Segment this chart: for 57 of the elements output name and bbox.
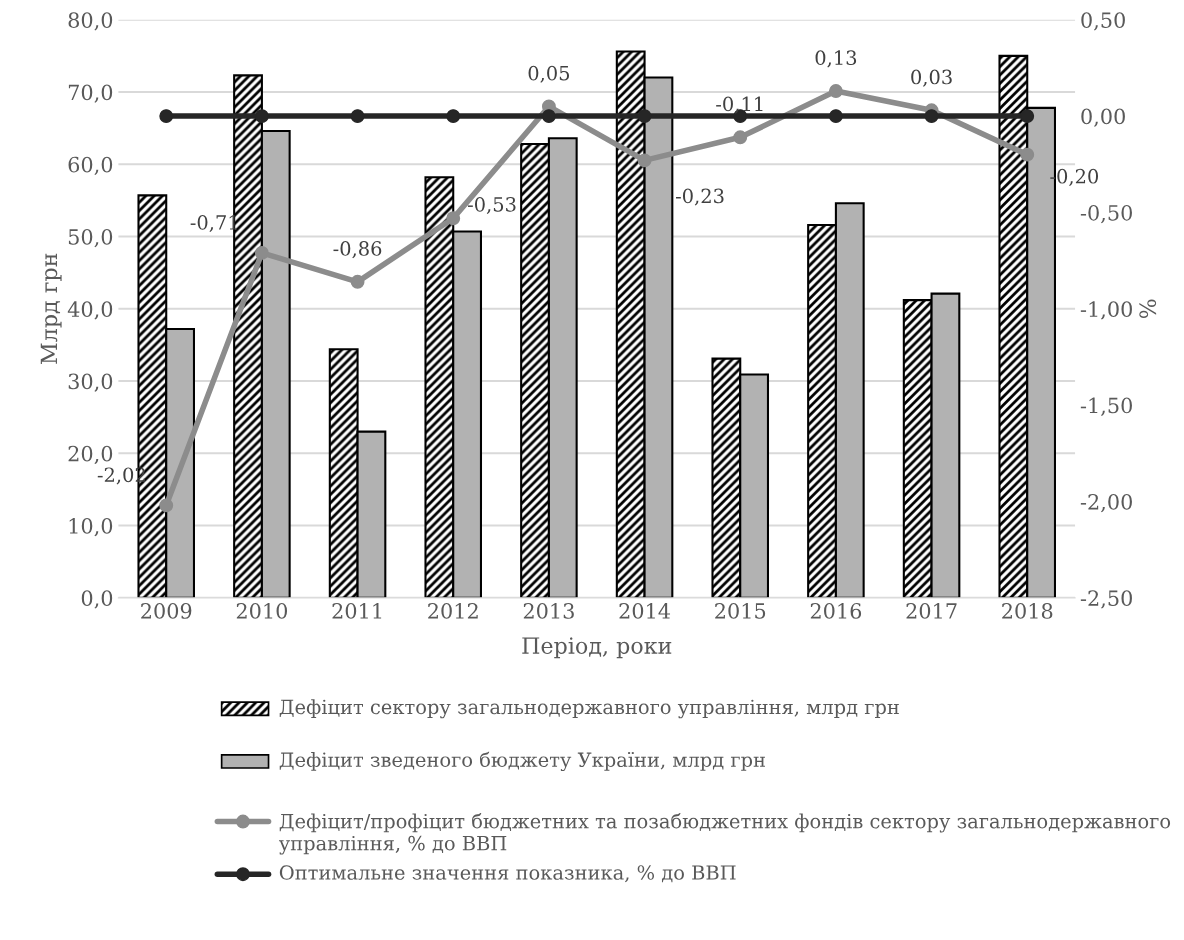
x-tick-label: 2015 (715, 603, 766, 619)
data-label: 0,05 (528, 65, 570, 83)
y-tick-label: 50,0 (68, 228, 113, 248)
y2-tick-label: -2,00 (1080, 493, 1132, 513)
x-tick-label: 2009 (141, 603, 192, 619)
data-label: -0,11 (716, 96, 763, 114)
x-tick-label: 2016 (810, 603, 862, 619)
y-axis-title: Млрд грн (40, 253, 62, 364)
x-tick-label: 2018 (1002, 603, 1053, 619)
point (446, 211, 461, 226)
point (733, 130, 748, 145)
y2-tick-label: -0,50 (1080, 204, 1132, 224)
point (541, 109, 556, 124)
point (637, 153, 652, 168)
point (159, 109, 174, 124)
y-tick-label: 40,0 (67, 301, 113, 320)
point (1020, 109, 1035, 124)
point (350, 274, 365, 289)
legend-label: Дефіцит зведеного бюджету України, млрд грн (279, 751, 765, 772)
data-label: 0,13 (815, 50, 857, 68)
data-label: -0,53 (467, 196, 516, 215)
point (828, 84, 843, 98)
data-label: -0,86 (333, 241, 382, 259)
point (637, 109, 652, 124)
x-tick-label: 2017 (906, 603, 957, 619)
y-tick-label: 80,0 (68, 12, 113, 31)
x-tick-label: 2014 (619, 603, 671, 619)
y2-tick-label: -1,50 (1080, 397, 1132, 416)
point (254, 109, 269, 124)
legend-label: Дефіцит сектору загальнодержавного управління, млрд грн (279, 699, 899, 719)
point (446, 109, 461, 124)
x-tick-label: 2013 (523, 603, 574, 619)
point (924, 109, 939, 124)
point (254, 245, 269, 260)
y2-tick-label: 0,00 (1081, 108, 1125, 127)
data-label: -0,23 (675, 188, 724, 206)
y2-tick-label: 0,50 (1081, 12, 1125, 31)
y2-axis-title: % (1139, 299, 1157, 319)
y-tick-label: 10,0 (69, 518, 113, 537)
y-tick-label: 0,0 (81, 590, 113, 609)
y-tick-label: 30,0 (68, 373, 113, 392)
x-axis-title: Період, роки (522, 637, 672, 659)
x-tick-label: 2011 (332, 603, 382, 619)
y-tick-label: 20,0 (68, 445, 113, 465)
point (1020, 147, 1035, 162)
point (828, 109, 843, 124)
x-tick-label: 2010 (236, 603, 288, 619)
y-tick-label: 70,0 (68, 84, 113, 103)
point (350, 109, 365, 124)
y-tick-label: 60,0 (68, 156, 113, 176)
y2-tick-label: -1,00 (1080, 301, 1132, 320)
x-tick-label: 2012 (428, 603, 478, 619)
y2-tick-label: -2,50 (1080, 590, 1132, 609)
data-label: 0,03 (911, 69, 952, 87)
legend-label: Дефіцит/профіцит бюджетних та позабюджетних фондів сектору загальнодержавного управління, % до ВВП (278, 813, 1171, 855)
legend-label: Оптимальне значення показника, % до ВВП (279, 865, 736, 883)
point (159, 498, 174, 513)
